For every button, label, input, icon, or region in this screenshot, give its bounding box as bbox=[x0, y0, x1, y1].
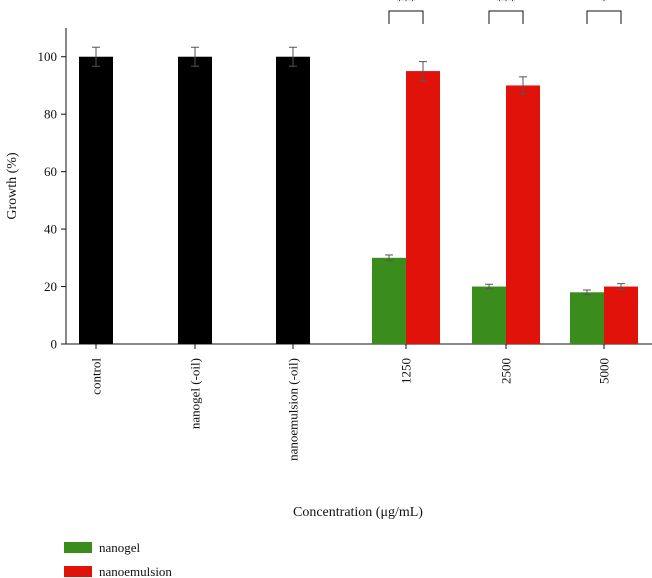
significance-bracket bbox=[388, 10, 424, 24]
x-tick-label: control bbox=[89, 358, 104, 395]
bar-nanoemulsion bbox=[506, 85, 540, 345]
significance-markers: *** *** * bbox=[388, 0, 622, 24]
significance-label: * bbox=[601, 0, 608, 8]
x-tick-label: 5000 bbox=[597, 358, 612, 384]
legend-label-nanoemulsion: nanoemulsion bbox=[99, 564, 172, 578]
y-tick-label: 80 bbox=[44, 107, 57, 122]
bar-control bbox=[178, 56, 212, 345]
legend-label-nanogel: nanogel bbox=[99, 540, 141, 555]
bar-nanogel bbox=[570, 292, 604, 344]
x-tick-label: nanogel (-oil) bbox=[188, 358, 203, 429]
axes: 0 20 40 60 80 100 control nanogel (-oil) nanoemu… bbox=[38, 28, 652, 461]
bar-control bbox=[276, 56, 310, 345]
legend: nanogel nanoemulsion bbox=[64, 540, 172, 578]
bars bbox=[79, 46, 638, 345]
bar-nanoemulsion bbox=[406, 71, 440, 344]
y-tick-label: 40 bbox=[44, 222, 57, 237]
y-tick-label: 0 bbox=[51, 337, 58, 352]
y-tick-label: 100 bbox=[38, 49, 58, 64]
bar-control bbox=[79, 56, 113, 345]
y-tick-label: 60 bbox=[44, 164, 57, 179]
significance-bracket bbox=[586, 10, 622, 24]
significance-label: *** bbox=[496, 0, 516, 8]
legend-swatch-nanoemulsion bbox=[64, 566, 92, 577]
bar-nanoemulsion bbox=[604, 286, 638, 344]
legend-swatch-nanogel bbox=[64, 542, 92, 553]
bar-nanogel bbox=[472, 286, 506, 344]
x-tick-label: nanoemulsion (-oil) bbox=[286, 358, 301, 461]
significance-label: *** bbox=[396, 0, 416, 8]
significance-bracket bbox=[488, 10, 524, 24]
x-tick-label: 2500 bbox=[499, 358, 514, 384]
y-tick-label: 20 bbox=[44, 279, 57, 294]
x-axis-title: Concentration (μg/mL) bbox=[293, 505, 423, 520]
bar-nanogel bbox=[372, 257, 406, 344]
x-tick-label: 1250 bbox=[399, 358, 414, 384]
y-axis-title: Growth (%) bbox=[5, 152, 20, 220]
